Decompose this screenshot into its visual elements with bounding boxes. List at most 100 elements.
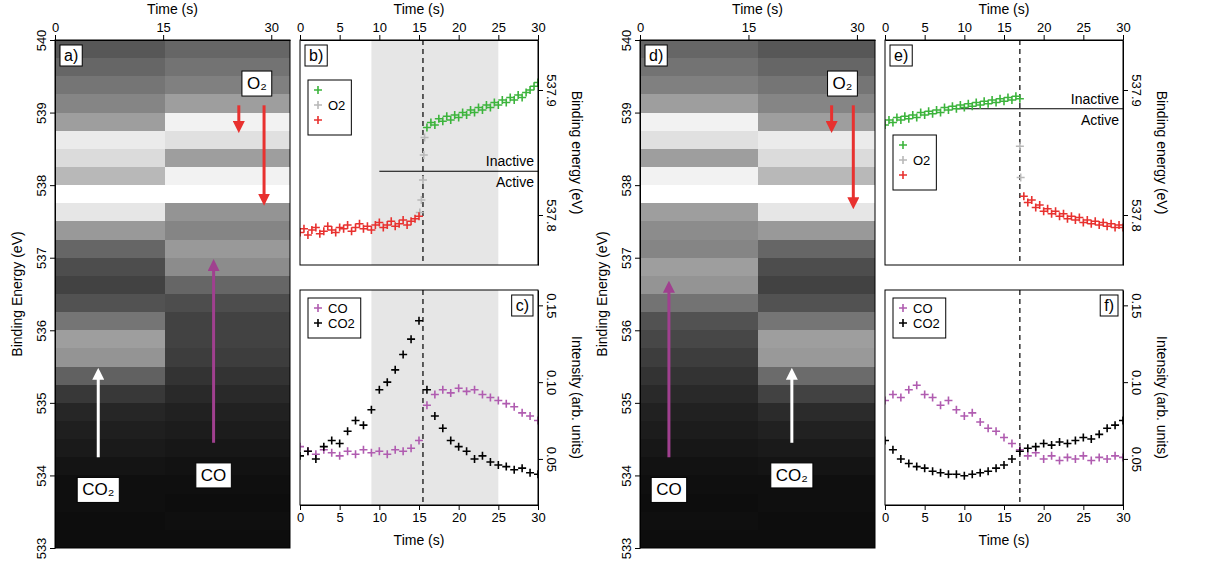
tick: 539 xyxy=(619,102,640,124)
data-point xyxy=(1067,212,1075,220)
tick-label: 20 xyxy=(1037,20,1051,35)
heatmap-cell xyxy=(758,439,875,457)
heatmap-cell xyxy=(55,94,165,112)
data-point xyxy=(332,229,340,237)
heatmap-cell xyxy=(55,385,165,403)
tick-label: 15 xyxy=(156,20,170,35)
tick-label: 20 xyxy=(1037,510,1051,525)
data-point xyxy=(913,381,921,389)
data-point xyxy=(300,452,304,460)
data-point xyxy=(992,99,1000,107)
heatmap-cell xyxy=(55,240,165,258)
annotation: O₂ xyxy=(828,71,858,96)
tick-label: 20 xyxy=(452,20,466,35)
data-point xyxy=(1024,452,1032,460)
tick-mark xyxy=(1123,215,1128,216)
data-point xyxy=(439,117,447,125)
heatmap-cell xyxy=(758,294,875,312)
tick-label: 536 xyxy=(619,320,634,342)
tick-mark xyxy=(50,258,55,259)
data-point xyxy=(304,447,312,455)
data-point xyxy=(312,455,320,463)
data-point xyxy=(1095,430,1103,438)
panel: InactiveActivee)O2051015202530537.8537.9… xyxy=(881,1,1170,266)
data-point xyxy=(913,463,921,471)
data-point xyxy=(328,449,336,457)
annotation: CO xyxy=(196,463,232,488)
tick: 537.8 xyxy=(1123,199,1144,232)
data-point xyxy=(1040,440,1048,448)
data-point xyxy=(921,111,929,119)
data-point xyxy=(486,458,494,466)
heatmap-cell xyxy=(55,312,165,330)
data-point xyxy=(1119,417,1123,425)
tick-label: 537.8 xyxy=(1129,199,1144,232)
legend-marker xyxy=(314,86,322,94)
data-point xyxy=(455,114,463,122)
tick-label: 537.8 xyxy=(544,199,559,232)
data-point xyxy=(1008,96,1016,104)
tick-label: 533 xyxy=(34,538,49,560)
data-point xyxy=(447,437,455,445)
data-point xyxy=(387,217,395,225)
heatmap-cell xyxy=(758,348,875,366)
data-point xyxy=(944,106,952,114)
data-point xyxy=(1111,421,1119,429)
heatmap-cell xyxy=(55,294,165,312)
tick: 0.05 xyxy=(538,447,559,472)
tick-label: 30 xyxy=(850,20,864,35)
plot-area xyxy=(640,40,875,548)
panel-letter-group: e) xyxy=(890,45,912,66)
panel-letter-box xyxy=(890,45,912,66)
data-point xyxy=(415,317,423,325)
annotation-arrow xyxy=(237,105,240,127)
data-point xyxy=(463,447,471,455)
tick: 536 xyxy=(619,320,640,342)
data-point xyxy=(324,222,332,230)
data-point xyxy=(443,112,451,120)
heatmap-cell xyxy=(165,113,290,131)
data-point xyxy=(486,104,494,112)
heatmap-cell xyxy=(758,421,875,439)
tick-label: 0 xyxy=(882,20,889,35)
plot-area xyxy=(55,40,290,548)
annotation-box xyxy=(771,463,813,488)
data-point xyxy=(352,450,360,458)
data-point xyxy=(1119,224,1123,232)
heatmap-cell xyxy=(165,240,290,258)
tick: 30 xyxy=(850,20,864,40)
figure: O₂CO₂COa)01530533534535536537538539540Ti… xyxy=(0,0,1217,561)
heatmap-cell xyxy=(640,94,758,112)
x-axis: 01530 xyxy=(52,20,291,41)
tick: 0.10 xyxy=(538,370,559,395)
legend-label: CO2 xyxy=(913,316,940,331)
tick: 15 xyxy=(412,505,426,525)
heatmap-cell xyxy=(758,221,875,239)
annotation-arrow xyxy=(830,105,833,127)
tick: 5 xyxy=(922,505,929,525)
tick-label: 537.9 xyxy=(1129,74,1144,107)
data-point xyxy=(478,452,486,460)
heatmap-cell xyxy=(165,221,290,239)
panel: O₂COCO₂d)01530533534535536537538539540Ti… xyxy=(594,1,876,559)
tick: 30 xyxy=(1116,505,1130,525)
data-point xyxy=(984,100,992,108)
data-point xyxy=(944,397,952,405)
tick-mark xyxy=(50,475,55,476)
series xyxy=(300,317,538,479)
data-point xyxy=(976,418,984,426)
data-point xyxy=(960,104,968,112)
heatmap-cell xyxy=(55,76,165,94)
data-point xyxy=(363,222,371,230)
y-axis-title: Intensity (arb. units) xyxy=(1154,336,1170,459)
tick-label: 534 xyxy=(34,465,49,487)
heatmap-cell xyxy=(758,312,875,330)
tick: 539 xyxy=(34,102,55,124)
data-point xyxy=(984,424,992,432)
data-point xyxy=(439,424,447,432)
data-point xyxy=(304,231,312,239)
tick-mark xyxy=(340,35,341,40)
axis-line xyxy=(1123,41,1124,266)
axis-line xyxy=(886,40,1124,41)
tick-label: 0.05 xyxy=(1129,447,1144,472)
